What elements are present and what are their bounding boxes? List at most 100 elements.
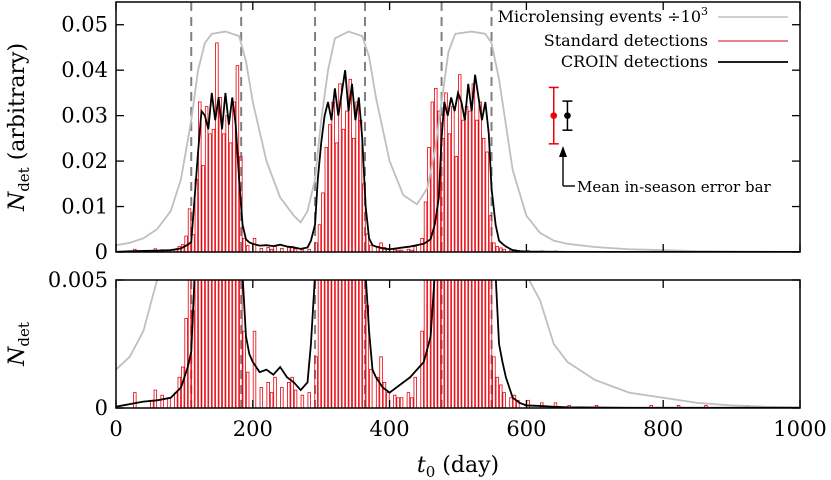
top-croin-line xyxy=(116,70,800,252)
bottom-standard-bar-12 xyxy=(198,280,202,408)
bottom-standard-bar-64 xyxy=(413,376,417,408)
bottom-standard-bar-9 xyxy=(187,280,192,408)
top-plot-frame xyxy=(115,1,801,253)
top-standard-bars xyxy=(133,42,749,252)
top-standard-bar-77 xyxy=(461,119,465,252)
bottom-standard-bar-19 xyxy=(222,280,226,408)
bottom-standard-bar-3 xyxy=(160,394,164,408)
top-standard-bar-74 xyxy=(451,106,455,252)
top-standard-bar-21 xyxy=(228,142,233,252)
bottom-standard-bar-73 xyxy=(447,280,452,408)
top-standard-bar-8 xyxy=(184,235,188,252)
bottom-standard-bar-59 xyxy=(393,394,397,408)
top-standard-bar-46 xyxy=(341,128,346,252)
top-standard-bar-20 xyxy=(225,115,229,252)
bottom-standard-bar-85 xyxy=(488,280,493,408)
bottom-standard-bar-18 xyxy=(218,280,223,408)
top-standard-bar-87 xyxy=(495,246,500,252)
top-y-ticks: 0 0.01 0.02 0.03 0.04 0.05 xyxy=(61,13,800,264)
bottom-events-series-line xyxy=(116,280,800,408)
top-standard-bar-64 xyxy=(413,246,417,252)
bottom-standard-bar-66 xyxy=(423,280,428,408)
bottom-events-line xyxy=(116,280,800,408)
bottom-standard-bar-27 xyxy=(252,330,257,408)
bottom-standard-bar-22 xyxy=(232,280,236,408)
bottom-standard-bar-79 xyxy=(468,280,472,408)
top-standard-bar-12 xyxy=(198,101,202,252)
bottom-standard-bar-47 xyxy=(345,280,349,408)
top-standard-bar-19 xyxy=(222,133,226,252)
top-standard-bar-63 xyxy=(410,249,414,252)
x-tick-label-1: 200 xyxy=(233,417,273,441)
annotation-arrow xyxy=(559,146,575,187)
top-standard-bar-22 xyxy=(232,101,236,252)
bottom-standard-bar-81 xyxy=(475,280,479,408)
legend-entry-events-label: Microlensing events ÷103 xyxy=(498,5,708,26)
top-standard-bar-66 xyxy=(423,201,428,252)
top-y-tick-label-2: 0.02 xyxy=(61,149,108,173)
bottom-y-ticks: 0 0.005 xyxy=(48,268,800,420)
bottom-standard-bar-69 xyxy=(434,280,438,408)
legend-entry-standard-label: Standard detections xyxy=(544,31,708,50)
top-y-axis-title: Ndet (arbitrary) xyxy=(5,43,33,212)
bottom-standard-bar-46 xyxy=(341,280,346,408)
bottom-standard-bar-13 xyxy=(201,280,205,408)
top-standard-bar-75 xyxy=(454,156,459,252)
top-standard-bar-79 xyxy=(468,110,472,252)
bottom-standard-bar-99 xyxy=(676,405,681,408)
bottom-standard-bar-57 xyxy=(382,381,387,408)
top-standard-bar-31 xyxy=(273,246,277,252)
bottom-standard-bar-31 xyxy=(273,376,277,408)
bottom-standard-bar-33 xyxy=(286,381,291,408)
bottom-standard-bar-88 xyxy=(499,384,503,408)
bottom-standard-bar-91 xyxy=(512,394,517,408)
top-standard-bar-83 xyxy=(481,137,486,252)
x-tick-label-3: 600 xyxy=(506,417,546,441)
bottom-standard-bar-43 xyxy=(331,280,335,408)
bottom-standard-bar-52 xyxy=(362,280,366,408)
bottom-standard-bar-63 xyxy=(410,397,414,408)
bottom-standard-bar-24 xyxy=(239,280,243,408)
bottom-standard-bar-82 xyxy=(478,280,482,408)
bottom-standard-bar-68 xyxy=(430,280,435,408)
bottom-standard-bar-20 xyxy=(225,280,229,408)
bottom-standard-bar-21 xyxy=(228,280,233,408)
bottom-standard-bar-30 xyxy=(269,392,274,408)
bottom-standard-bar-41 xyxy=(324,280,329,408)
bottom-standard-bar-75 xyxy=(454,280,459,408)
top-standard-bar-40 xyxy=(321,192,325,252)
x-tick-labels: 0 200 400 600 800 1000 xyxy=(109,417,826,441)
bottom-plot-frame xyxy=(115,279,801,409)
error-bar-croin-point xyxy=(564,112,571,119)
bottom-standard-bar-45 xyxy=(338,280,342,408)
bottom-standard-bar-39 xyxy=(317,280,322,408)
bottom-standard-bar-76 xyxy=(457,280,462,408)
top-standard-bar-14 xyxy=(204,106,209,252)
bottom-standard-bar-4 xyxy=(167,397,171,408)
bottom-standard-bar-67 xyxy=(427,280,431,408)
bottom-y-tick-label-1: 0.005 xyxy=(48,268,108,292)
top-standard-bar-85 xyxy=(488,215,493,252)
top-standard-bar-44 xyxy=(334,142,339,252)
bottom-standard-bar-92 xyxy=(516,399,520,408)
bottom-standard-bar-38 xyxy=(314,356,318,408)
bottom-standard-bar-78 xyxy=(464,280,469,408)
bottom-standard-bar-14 xyxy=(204,280,209,408)
x-tick-label-0: 0 xyxy=(109,417,122,441)
bottom-y-tick-label-0: 0 xyxy=(95,396,108,420)
top-standard-bar-48 xyxy=(348,78,352,252)
bottom-standard-bar-98 xyxy=(649,405,653,408)
top-y-tick-label-0: 0 xyxy=(95,240,108,264)
bottom-standard-bar-15 xyxy=(208,280,212,408)
top-y-tick-label-5: 0.05 xyxy=(61,13,108,37)
bottom-panel: 0 0.005 Ndet xyxy=(5,268,801,420)
bottom-standard-bar-71 xyxy=(440,280,445,408)
bottom-standard-bar-11 xyxy=(194,280,199,408)
top-standard-bar-24 xyxy=(239,156,243,252)
top-standard-bar-18 xyxy=(218,97,223,252)
bottom-x-ticks xyxy=(115,280,801,408)
top-panel: 0 0.01 0.02 0.03 0.04 0.05 Ndet (arbitrary) M… xyxy=(5,1,801,264)
bottom-standard-bar-2 xyxy=(153,389,158,408)
top-standard-bar-84 xyxy=(485,151,489,252)
top-standard-bar-39 xyxy=(317,224,322,252)
